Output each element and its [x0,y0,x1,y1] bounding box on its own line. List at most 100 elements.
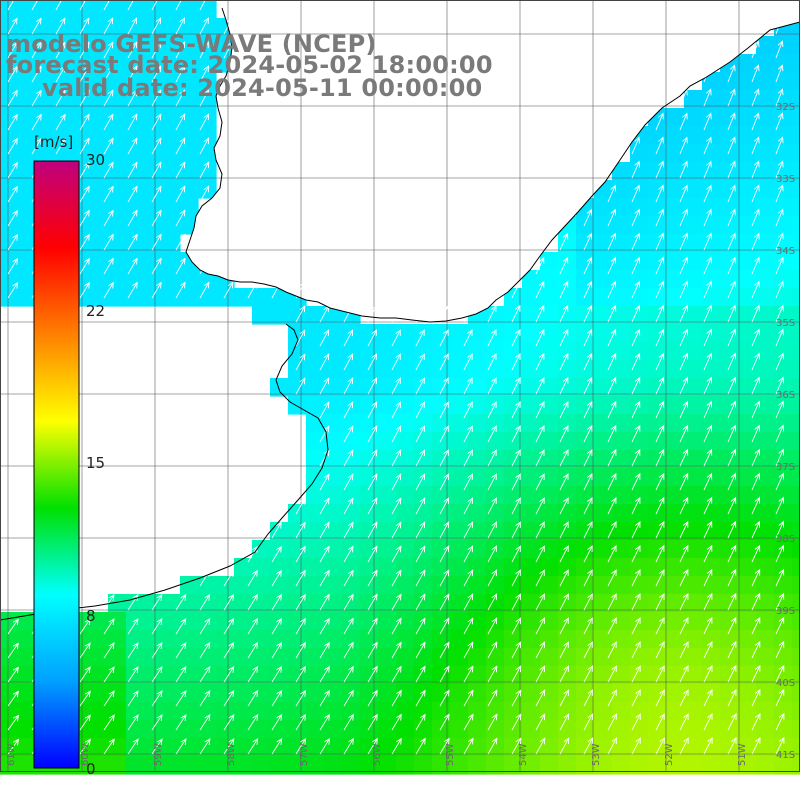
wind-cell [306,612,325,631]
wind-cell [0,684,19,703]
wind-arrow [703,64,712,83]
wind-cell [630,522,649,541]
wind-arrow [511,280,521,299]
wind-cell [702,558,721,577]
wind-cell [666,630,685,649]
wind-arrow [511,545,521,563]
wind-cell [18,666,37,685]
wind-arrow [439,521,450,539]
wind-cell [612,252,631,271]
wind-cell [558,450,577,469]
wind-cell [234,576,253,595]
wind-cell [0,198,19,217]
wind-cell [396,756,415,775]
wind-cell [360,576,379,595]
wind-arrow [607,208,616,227]
wind-arrow [703,304,712,323]
wind-cell [342,414,361,433]
wind-cell [378,360,397,379]
wind-cell [450,666,469,685]
wind-cell [630,342,649,361]
wind-arrow [103,65,114,83]
wind-arrow [583,232,593,251]
wind-cell [306,630,325,649]
wind-arrow [727,256,736,275]
wind-cell [576,306,595,325]
wind-cell [756,306,775,325]
wind-arrow [79,281,90,299]
wind-arrow [679,616,689,635]
wind-cell [774,306,793,325]
wind-arrow [439,305,449,323]
wind-arrow [343,545,354,563]
wind-cell [720,234,739,253]
wind-cell [612,342,631,361]
wind-cell [306,378,325,397]
wind-cell [378,486,397,505]
wind-cell [756,648,775,667]
wind-arrow [103,161,114,179]
wind-cell [486,522,505,541]
wind-arrow [415,473,426,491]
wind-cell [684,216,703,235]
wind-cell [738,126,757,145]
wind-cell [774,342,793,361]
wind-cell [522,684,541,703]
wind-cell [432,720,451,739]
wind-arrow [535,256,545,275]
wind-cell [666,648,685,667]
wind-arrow [751,640,761,659]
wind-cell [306,432,325,451]
wind-arrow [583,545,593,563]
wind-arrow [175,209,186,227]
wind-cell [180,0,199,19]
wind-cell [648,180,667,199]
wind-cell [90,216,109,235]
wind-cell [612,414,631,433]
wind-cell [684,648,703,667]
wind-arrow [151,666,163,683]
wind-cell [270,756,289,775]
wind-arrow [679,304,688,323]
wind-cell [468,684,487,703]
wind-arrow [631,352,641,371]
wind-cell [432,666,451,685]
wind-cell [18,18,37,37]
wind-cell [774,558,793,577]
wind-cell [216,720,235,739]
wind-cell [108,738,127,757]
wind-cell [612,396,631,415]
wind-cell [684,90,703,109]
wind-cell [594,378,613,397]
wind-cell [288,720,307,739]
wind-cell [522,576,541,595]
wind-arrow [583,617,593,635]
wind-cell [252,756,271,775]
wind-arrow [271,689,283,707]
wind-arrow [703,352,712,371]
wind-cell [738,90,757,109]
wind-arrow [679,232,688,251]
wind-cell [288,576,307,595]
wind-cell [306,648,325,667]
wind-cell [306,486,325,505]
wind-cell [756,144,775,163]
wind-arrow [727,88,736,107]
wind-arrow [463,545,474,563]
wind-cell [612,684,631,703]
wind-arrow [343,473,354,491]
wind-arrow [751,208,760,227]
wind-arrow [655,160,664,179]
wind-cell [792,108,800,127]
wind-cell [432,612,451,631]
wind-cell [612,450,631,469]
wind-cell [792,648,800,667]
wind-cell [684,324,703,343]
wind-cell [612,360,631,379]
wind-cell [234,720,253,739]
wind-cell [0,612,19,631]
wind-arrow [127,41,138,59]
wind-cell [126,720,145,739]
wind-arrow [775,400,784,419]
wind-arrow [151,233,162,251]
